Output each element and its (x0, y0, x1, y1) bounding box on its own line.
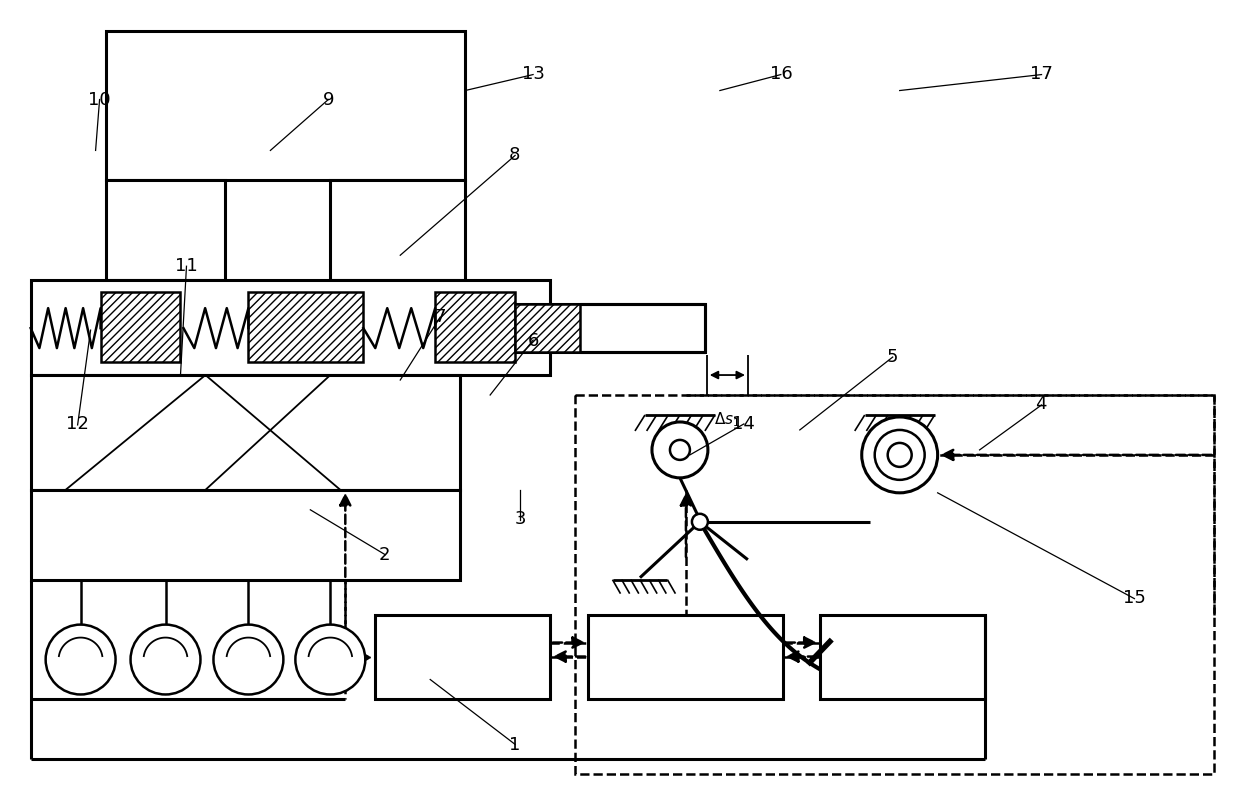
Bar (105, 31, 465, 180)
Bar (575, 395, 1214, 774)
Text: 3: 3 (515, 510, 527, 528)
Bar (820, 615, 985, 699)
Bar (31, 280, 551, 375)
Circle shape (130, 625, 201, 695)
Bar (248, 292, 363, 362)
Text: 15: 15 (1122, 589, 1146, 607)
Text: 1: 1 (510, 736, 521, 754)
Text: 17: 17 (1029, 65, 1053, 83)
Text: 12: 12 (66, 416, 89, 433)
Text: 16: 16 (770, 65, 792, 83)
Bar (31, 490, 460, 580)
Text: 11: 11 (175, 257, 198, 275)
Text: 10: 10 (88, 90, 112, 109)
Circle shape (46, 625, 115, 695)
Text: 6: 6 (527, 332, 539, 350)
Text: 14: 14 (733, 416, 755, 433)
Bar (31, 375, 460, 490)
Circle shape (652, 422, 708, 478)
Circle shape (213, 625, 284, 695)
Bar (435, 292, 515, 362)
Circle shape (692, 514, 708, 530)
Bar (588, 615, 782, 699)
Text: 13: 13 (522, 65, 544, 83)
Text: 5: 5 (887, 348, 898, 366)
Circle shape (874, 430, 925, 480)
Bar (100, 292, 181, 362)
Text: $\Delta s_1$: $\Delta s_1$ (714, 410, 740, 429)
Text: 4: 4 (1035, 396, 1047, 413)
Text: 8: 8 (510, 146, 521, 164)
Text: 2: 2 (379, 546, 391, 564)
Circle shape (888, 443, 911, 467)
Bar (515, 305, 704, 352)
Circle shape (295, 625, 366, 695)
Bar (105, 180, 226, 280)
Bar (330, 180, 465, 280)
Text: 7: 7 (435, 308, 446, 327)
Bar (376, 615, 551, 699)
Circle shape (670, 440, 689, 460)
Text: 9: 9 (324, 90, 335, 109)
Bar (515, 305, 580, 352)
Circle shape (862, 417, 937, 492)
